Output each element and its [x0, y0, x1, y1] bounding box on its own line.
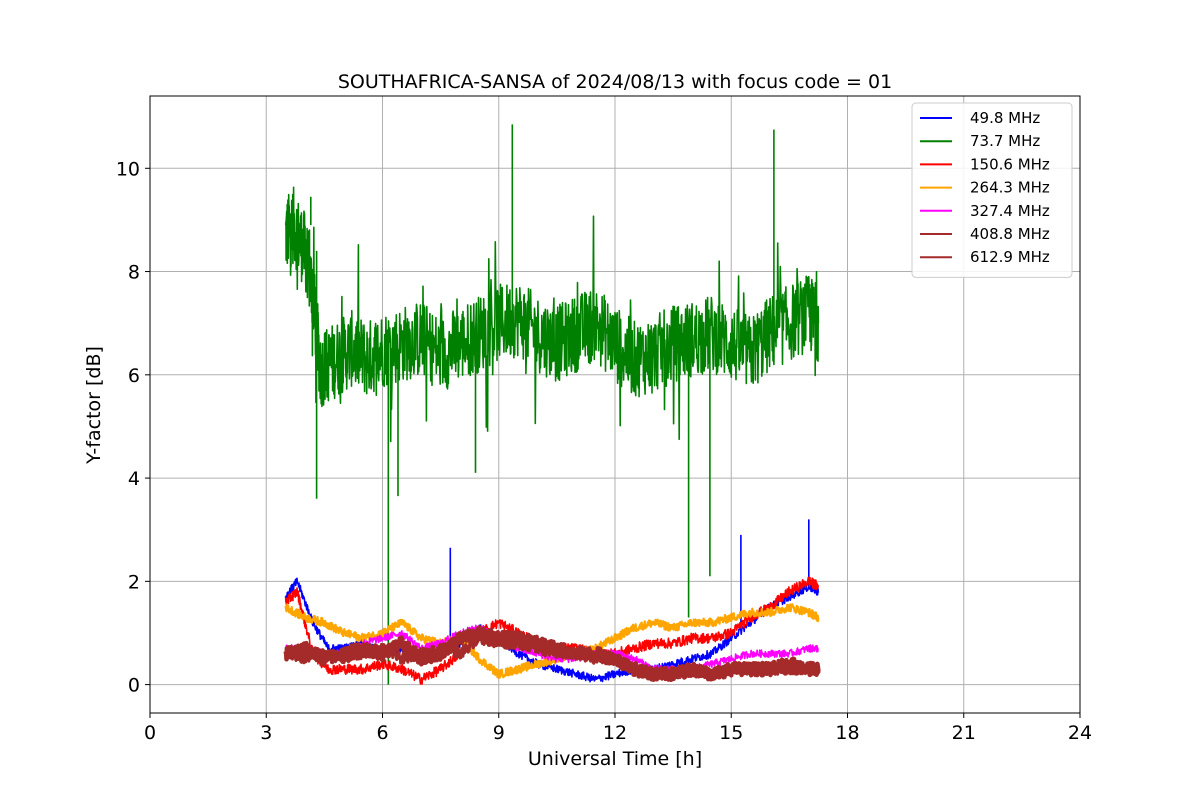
x-tick-label: 3 [260, 722, 272, 744]
legend-entry-label: 408.8 MHz [970, 225, 1050, 243]
x-tick-label: 18 [835, 722, 859, 744]
legend-entry-label: 150.6 MHz [970, 155, 1050, 173]
legend-entry-label: 73.7 MHz [970, 132, 1040, 150]
legend-entry-label: 327.4 MHz [970, 202, 1050, 220]
legend: 49.8 MHz 73.7 MHz 150.6 MHz 264.3 MHz 327.4 … [911, 102, 1073, 278]
x-axis-label: Universal Time [h] [528, 748, 702, 770]
x-tick-label: 0 [144, 722, 156, 744]
series-line-73-7-mhz [284, 124, 820, 685]
y-tick-label: 10 [116, 158, 140, 180]
y-tick-label: 2 [128, 571, 140, 593]
legend-entry-label: 49.8 MHz [970, 109, 1040, 127]
chart-title: SOUTHAFRICA-SANSA of 2024/08/13 with foc… [338, 71, 892, 93]
series-line-612-9-mhz [283, 625, 821, 683]
x-tick-label: 15 [719, 722, 743, 744]
legend-entry-label: 264.3 MHz [970, 179, 1050, 197]
x-tick-label: 9 [493, 722, 505, 744]
x-tick-label: 6 [376, 722, 388, 744]
x-tick-label: 21 [952, 722, 976, 744]
y-tick-label: 0 [128, 675, 140, 697]
y-axis-label: Y-factor [dB] [83, 346, 105, 465]
grid-lines [149, 96, 1081, 713]
y-tick-label: 8 [128, 262, 140, 284]
series-layer [283, 124, 821, 685]
x-tick-label: 12 [603, 722, 627, 744]
legend-entry-label: 612.9 MHz [970, 248, 1050, 266]
y-tick-label: 6 [128, 365, 140, 387]
x-tick-label: 24 [1068, 722, 1092, 744]
series-line-49-8-mhz [284, 519, 820, 683]
y-tick-label: 4 [128, 468, 140, 490]
